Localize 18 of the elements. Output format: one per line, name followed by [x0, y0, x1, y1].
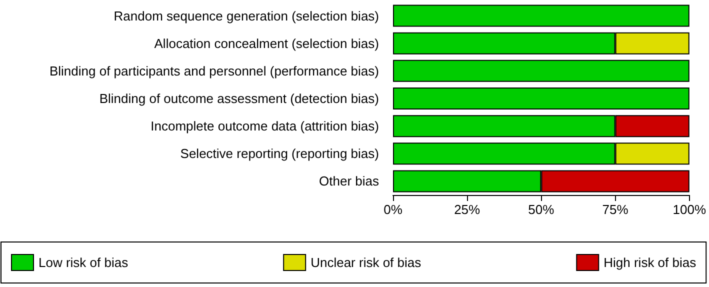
bar	[393, 60, 690, 82]
y-tick-label: Incomplete outcome data (attrition bias)	[150, 118, 379, 134]
x-tick-label: 100%	[672, 202, 706, 217]
bar	[393, 88, 690, 110]
y-tick-label: Other bias	[319, 174, 380, 189]
y-tick-label: Blinding of participants and personnel (performance bias)	[49, 63, 379, 78]
legend-label: Low risk of bias	[38, 255, 129, 270]
x-tick-label: 50%	[528, 202, 555, 217]
bar	[393, 4, 690, 27]
legend-label: High risk of bias	[604, 255, 697, 270]
y-tick-label: Blinding of outcome assessment (detection bias)	[99, 91, 379, 106]
legend-label: Unclear risk of bias	[310, 255, 422, 270]
y-tick-label: Random sequence generation (selection bias)	[114, 8, 379, 24]
y-tick-label: Selective reporting (reporting bias)	[180, 146, 379, 162]
x-tick-label: 0%	[384, 202, 403, 217]
y-tick-label: Allocation concealment (selection bias)	[154, 36, 379, 51]
x-tick-label: 75%	[602, 202, 629, 217]
x-tick-label: 25%	[454, 202, 481, 217]
